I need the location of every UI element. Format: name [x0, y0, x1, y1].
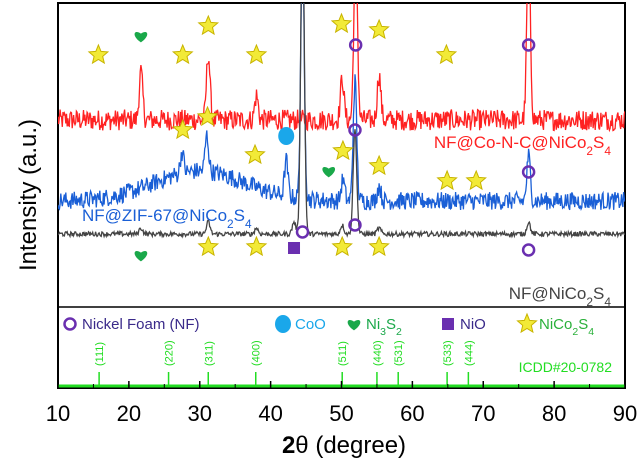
- series-label-2-sub: 2: [586, 295, 593, 309]
- marker-star-s1-1: [196, 105, 219, 127]
- marker-star-s0-2: [197, 14, 220, 36]
- series-label-2-sub2: 4: [604, 295, 611, 309]
- legend-label-2-sub2: 2: [396, 326, 402, 338]
- marker-star-s1-6: [465, 169, 487, 191]
- reference-hkl-6: (531): [393, 340, 405, 366]
- legend-label-4-main: NiCo: [539, 316, 572, 333]
- marker-star-s0-3: [245, 43, 268, 65]
- marker-ring-s1-1: [521, 165, 536, 179]
- y-axis-title: Intensity (a.u.): [15, 119, 42, 271]
- legend-square-icon: [442, 318, 454, 330]
- reference-label: ICDD#20-0782: [519, 359, 613, 375]
- legend-label-2-post: S: [386, 316, 396, 333]
- marker-star-s0-5: [368, 18, 390, 40]
- marker-heart-s0-0: [134, 32, 148, 43]
- marker-star-s0-1: [171, 43, 194, 65]
- x-axis-title-prefix: 2: [282, 432, 295, 458]
- legend-label-3: NiO: [460, 316, 486, 333]
- marker-star-s0-4: [330, 12, 353, 34]
- marker-star-s1-4: [368, 154, 390, 176]
- marker-ring-s2-1: [348, 218, 362, 232]
- series-label-0-sub: 2: [586, 144, 593, 158]
- marker-ring-s2-2: [521, 243, 536, 257]
- trace-series-0: [58, 3, 625, 133]
- x-tick-label-4: 50: [329, 401, 353, 426]
- marker-star-s0-6: [435, 43, 458, 65]
- marker-ring-s0-0: [348, 38, 363, 52]
- marker-star-s1-3: [332, 139, 354, 161]
- legend-label-4-post: S: [578, 316, 588, 333]
- x-axis-title: 2θ (degree): [282, 432, 406, 458]
- reference-hkl-1: (220): [164, 340, 176, 366]
- legend-label-3-main: NiO: [460, 316, 486, 333]
- x-tick-label-3: 40: [258, 401, 282, 426]
- legend-label-0: Nickel Foam (NF): [82, 316, 200, 333]
- x-tick-label-5: 60: [400, 401, 424, 426]
- x-tick-label-2: 30: [188, 401, 212, 426]
- series-label-0-main: NF@Co-N-C@NiCo: [434, 133, 587, 152]
- series-label-2-main: NF@NiCo: [509, 284, 587, 303]
- legend-label-1-main: CoO: [295, 316, 326, 333]
- marker-star-s2-1: [245, 235, 268, 257]
- marker-star-s1-2: [244, 143, 266, 165]
- series-label-1-sub: 2: [227, 217, 234, 231]
- legend-label-4-sub2: 4: [588, 326, 594, 338]
- reference-hkl-3: (400): [251, 340, 263, 366]
- series-label-0-post: S: [593, 133, 604, 152]
- x-axis-title-suffix: (degree): [309, 432, 406, 458]
- x-tick-label-6: 70: [471, 401, 495, 426]
- reference-hkl-7: (533): [442, 340, 454, 366]
- series-label-1-sub2: 4: [245, 217, 252, 231]
- reference-hkl-5: (440): [372, 340, 384, 366]
- marker-circle-s1-0: [278, 127, 295, 145]
- legend-label-1: CoO: [295, 316, 326, 333]
- marker-star-s1-0: [171, 118, 194, 140]
- series-label-2: NF@NiCo2S4: [509, 284, 612, 309]
- x-tick-label-7: 80: [542, 401, 566, 426]
- legend-label-0-main: Nickel Foam (NF): [82, 316, 200, 333]
- legend-label-2-sub: 3: [380, 326, 386, 338]
- marker-star-s2-0: [197, 235, 220, 257]
- marker-star-s2-2: [331, 235, 353, 257]
- series-label-1-post: S: [234, 206, 245, 225]
- marker-square-s2-0: [288, 242, 301, 254]
- series-label-2-post: S: [593, 284, 604, 303]
- x-tick-label-0: 10: [46, 401, 70, 426]
- legend-circle-icon: [275, 315, 291, 333]
- marker-heart-s1-0: [322, 167, 336, 178]
- trace-series-2: [58, 3, 625, 239]
- marker-heart-s2-0: [134, 251, 148, 262]
- legend-ring-icon: [63, 317, 77, 331]
- legend-label-4: NiCo2S4: [539, 316, 594, 338]
- marker-ring-s2-0: [295, 225, 310, 239]
- marker-star-s2-3: [368, 235, 390, 257]
- legend-label-2: Ni3S2: [366, 316, 402, 338]
- legend-star-icon: [516, 312, 538, 334]
- series-label-0: NF@Co-N-C@NiCo2S4: [434, 133, 612, 158]
- reference-hkl-0: (111): [94, 342, 106, 366]
- series-label-1: NF@ZIF-67@NiCo2S4: [82, 206, 252, 231]
- legend-label-4-sub: 2: [572, 326, 578, 338]
- x-tick-label-8: 90: [613, 401, 637, 426]
- marker-ring-s1-0: [348, 123, 362, 137]
- series-label-0-sub2: 4: [604, 144, 611, 158]
- x-tick-label-1: 20: [117, 401, 141, 426]
- x-axis-title-symbol: θ: [295, 432, 308, 458]
- reference-hkl-2: (311): [203, 341, 215, 366]
- marker-star-s0-0: [87, 43, 110, 65]
- marker-star-s1-5: [436, 169, 458, 191]
- reference-hkl-8: (444): [463, 340, 475, 366]
- legend-label-2-main: Ni: [366, 316, 380, 333]
- series-label-1-main: NF@ZIF-67@NiCo: [82, 206, 227, 225]
- reference-hkl-4: (511): [337, 341, 349, 366]
- legend-heart-icon: [347, 320, 361, 331]
- trace-series-1: [58, 3, 625, 211]
- marker-ring-s0-1: [521, 38, 536, 52]
